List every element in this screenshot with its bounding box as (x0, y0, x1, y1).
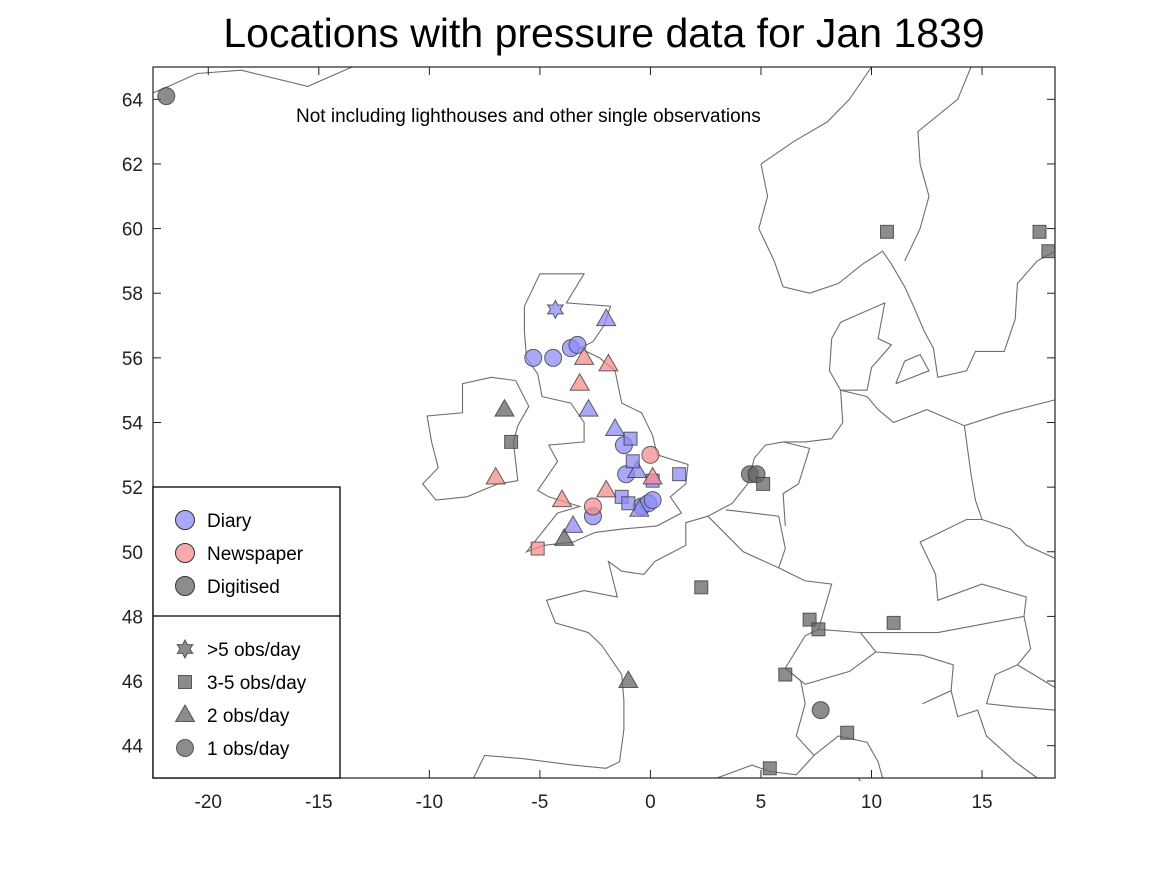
data-point-diary-circle (524, 348, 543, 367)
data-point-digitised-square (879, 224, 894, 239)
data-point-newspaper-triangle (642, 466, 664, 485)
coastline-segment (760, 66, 872, 165)
data-point-newspaper-triangle (551, 489, 573, 508)
legend-swatch-star (176, 638, 194, 660)
coastline-segment (985, 664, 1056, 711)
data-point-diary-circle (643, 491, 662, 510)
data-point-digitised-square (840, 725, 855, 740)
axis-ticks: -20 -15 -10 -5 0 5 10 15 44 46 48 50 52 54 56 58 60 62 64 (122, 67, 1055, 813)
coastline-segment (904, 66, 972, 262)
coastline-segment (716, 735, 884, 779)
data-point-newspaper-triangle (485, 466, 507, 485)
x-tick-label: -20 (195, 792, 222, 813)
coastline-segment (860, 574, 1027, 634)
data-point-newspaper-square (530, 541, 545, 556)
data-point-newspaper-triangle (573, 346, 595, 365)
data-point-digitised-triangle (494, 398, 515, 417)
legend-swatch-circle (176, 739, 194, 757)
coastline-segment (828, 301, 893, 391)
legend-swatch-triangle (174, 703, 196, 722)
coastline-segment (922, 689, 1038, 779)
data-point-digitised-square (762, 761, 777, 776)
data-point-diary-triangle (604, 417, 626, 436)
y-tick-label: 54 (122, 414, 144, 435)
coastline-segment (421, 376, 530, 501)
legend-swatch-digitised (175, 576, 195, 596)
data-point-newspaper-circle (641, 445, 660, 464)
data-point-diary-square (623, 431, 638, 446)
x-tick-label: -15 (305, 792, 332, 813)
data-point-digitised-square (756, 476, 771, 491)
coastline-segment (725, 509, 786, 569)
x-tick-label: -5 (531, 792, 548, 813)
legend: Diary Newspaper Digitised >5 obs/day 3-5 obs… (152, 486, 341, 779)
data-point-diary-square (621, 496, 636, 511)
data-point-digitised-square (504, 434, 519, 449)
coastline-segment (919, 518, 1056, 575)
coastline-segment (782, 441, 811, 526)
data-point-digitised-square (1032, 224, 1047, 239)
legend-label-newspaper: Newspaper (207, 544, 304, 565)
y-tick-label: 52 (122, 478, 143, 499)
data-point-newspaper-triangle (598, 353, 619, 372)
y-tick-label: 44 (122, 737, 144, 758)
coastline-segment (473, 389, 1056, 779)
coastline-segment (963, 425, 983, 520)
y-tick-label: 56 (122, 349, 143, 370)
data-point-diary-star (546, 299, 565, 320)
y-tick-label: 62 (122, 155, 143, 176)
y-tick-label: 60 (122, 220, 143, 241)
data-point-digitised-square (778, 667, 793, 682)
legend-label-square: 3-5 obs/day (207, 673, 307, 694)
data-point-diary-circle (568, 335, 587, 354)
y-tick-label: 58 (122, 284, 143, 305)
data-point-digitised-circle (157, 87, 176, 106)
legend-swatch-newspaper (175, 543, 195, 563)
y-tick-label: 46 (122, 672, 143, 693)
data-point-diary-square (672, 467, 687, 482)
data-point-newspaper-triangle (569, 372, 591, 391)
data-point-digitised-square (1041, 244, 1056, 259)
coastline-segment (152, 66, 353, 94)
data-point-diary-triangle (562, 514, 584, 533)
y-tick-label: 64 (122, 90, 144, 111)
legend-swatch-square (178, 675, 192, 689)
x-tick-label: 5 (756, 792, 767, 813)
data-point-digitised-square (694, 580, 709, 595)
legend-label-star: >5 obs/day (207, 640, 301, 661)
data-point-diary-triangle (578, 398, 599, 417)
legend-box (152, 486, 341, 779)
legend-label-diary: Diary (207, 511, 252, 532)
y-tick-label: 48 (122, 607, 143, 628)
data-point-digitised-circle (811, 701, 830, 720)
data-point-digitised-square (811, 622, 826, 637)
data-point-diary-triangle (626, 459, 648, 478)
annotation-text: Not including lighthouses and other sing… (296, 106, 761, 127)
data-point-digitised-triangle (617, 670, 639, 689)
chart-title: Locations with pressure data for Jan 183… (223, 10, 985, 56)
coastline-segment (895, 353, 930, 385)
data-point-newspaper-triangle (595, 479, 617, 498)
coastline-segment (875, 651, 954, 691)
data-point-diary-square (625, 454, 640, 469)
coastline-segment (758, 163, 1056, 378)
x-tick-label: -10 (416, 792, 443, 813)
data-point-digitised-square (886, 615, 901, 630)
x-tick-label: 0 (645, 792, 656, 813)
y-tick-label: 50 (122, 543, 143, 564)
data-point-diary-circle (544, 348, 563, 367)
coastline-segment (1016, 616, 1056, 688)
legend-label-triangle: 2 obs/day (207, 706, 290, 727)
data-point-digitised-triangle (553, 527, 575, 546)
legend-label-digitised: Digitised (207, 577, 280, 598)
legend-label-circle: 1 obs/day (207, 739, 290, 760)
x-tick-label: 10 (861, 792, 882, 813)
x-tick-label: 15 (971, 792, 992, 813)
legend-swatch-diary (175, 510, 195, 530)
data-markers (157, 87, 1056, 776)
data-point-newspaper-circle (583, 497, 602, 516)
data-point-diary-triangle (595, 308, 617, 327)
coastline-segment (784, 628, 877, 685)
